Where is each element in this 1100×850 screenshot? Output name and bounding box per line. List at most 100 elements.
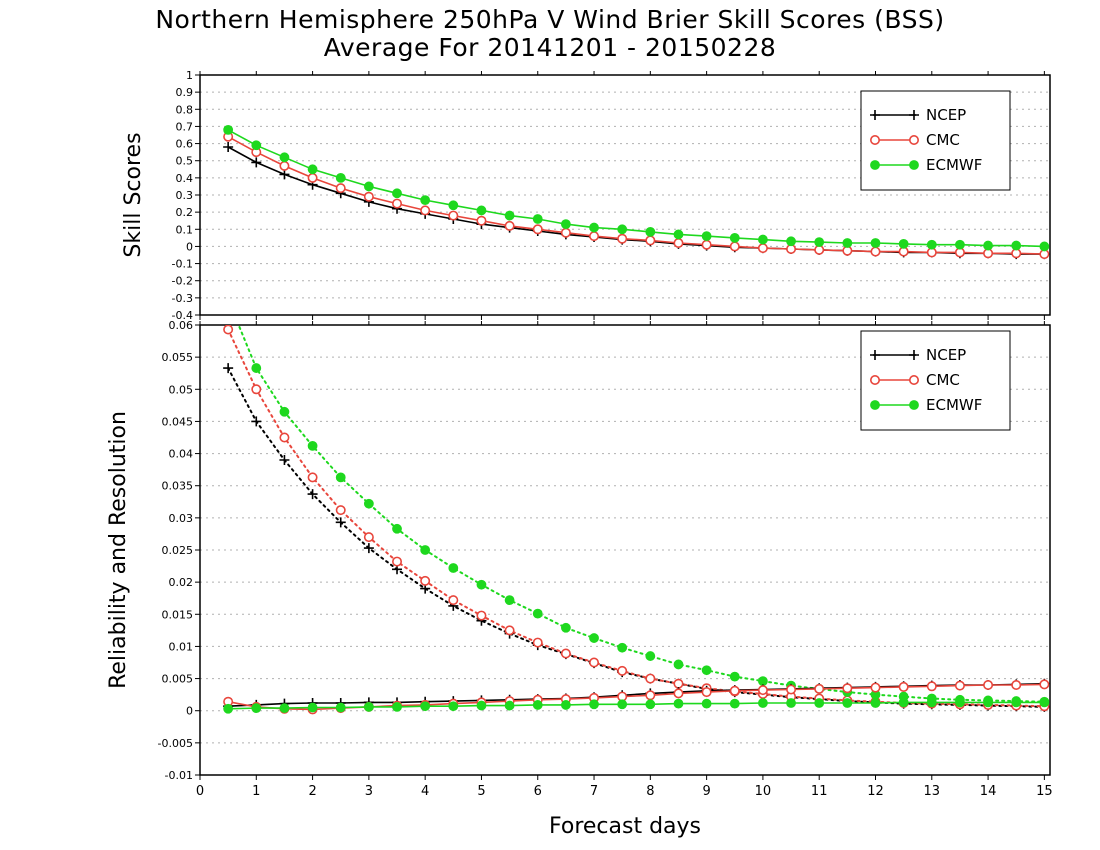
data-point-ecmwf [363,498,374,509]
data-point-cmc [335,505,346,516]
x-tick-label: 4 [421,784,429,799]
x-tick-label: 1 [252,784,260,799]
data-point-ecmwf [842,698,853,708]
data-point-ecmwf [476,579,487,590]
data-point-cmc [223,325,234,335]
data-point-ecmwf [758,676,768,687]
data-point-cmc [589,231,600,242]
chart-title-line2: Average For 20141201 - 20150228 [323,33,777,62]
x-axis-title: Forecast days [549,814,701,839]
data-point-ecmwf [673,659,684,670]
y-tick-label: 0.025 [162,544,194,557]
data-point-ncep [223,363,234,374]
y-tick-label: 0 [186,705,193,718]
y-tick-label: -0.005 [158,737,193,750]
data-point-cmc [560,648,571,659]
data-point-ecmwf [645,226,656,237]
legend-marker-ecmwf [909,160,919,170]
data-point-ecmwf [673,229,684,240]
data-point-cmc [589,657,600,668]
legend: NCEP CMC ECMWF [860,90,1011,191]
y-tick-label: 0.06 [169,319,194,332]
data-point-ecmwf [279,703,290,714]
data-point-ecmwf [589,222,599,233]
legend-marker-ecmwf [870,160,880,170]
data-point-ecmwf [814,237,825,248]
plot-frame [199,74,1051,316]
y-tick-label: 0.9 [176,86,194,99]
x-tick-label: 7 [590,784,598,799]
data-point-ncep [251,157,262,168]
data-point-ecmwf [729,671,740,682]
data-point-cmc [476,215,487,226]
series-layer [223,124,1050,260]
data-point-ecmwf [758,234,768,245]
data-point-cmc [757,243,768,254]
legend-marker-ncep [909,110,919,120]
data-point-ecmwf [1039,241,1050,252]
data-point-ecmwf [448,701,459,712]
data-point-ecmwf [983,697,993,708]
y-tick-label: 0.01 [169,640,194,653]
data-point-ecmwf [560,700,571,710]
data-point-ecmwf [898,238,909,249]
y-tick-label: 0.6 [176,138,194,151]
data-point-cmc [898,681,909,692]
data-point-cmc [842,683,853,694]
y-tick-label: -0.01 [165,769,193,782]
data-point-cmc [645,690,656,701]
data-point-ecmwf [532,608,543,619]
data-point-ncep [279,455,290,465]
legend-marker-ecmwf [870,400,880,410]
data-point-cmc [279,432,290,443]
y-tick-label: 0.03 [169,512,194,525]
data-point-ecmwf [1039,697,1050,708]
data-point-ecmwf [251,363,262,373]
data-point-ecmwf [786,698,796,708]
x-tick-label: 9 [702,784,710,799]
chart-title-line1: Northern Hemisphere 250hPa V Wind Brier … [155,5,945,34]
data-point-ecmwf [617,642,628,653]
data-point-cmc [729,685,740,696]
data-point-ecmwf [898,697,909,708]
data-point-ecmwf [392,188,402,199]
x-tick-label: 5 [477,784,485,799]
data-point-cmc [701,239,712,250]
y-tick-label: 0.04 [169,448,194,461]
y-tick-label: 0 [186,240,193,253]
x-tick-label: 15 [1036,784,1053,799]
data-point-ecmwf [307,702,318,713]
data-point-ecmwf [617,699,628,710]
y-tick-label: 0.005 [162,673,194,686]
data-point-cmc [335,183,346,194]
legend-label-cmc: CMC [926,371,960,389]
data-point-ecmwf [955,239,965,250]
data-point-cmc [504,220,515,231]
data-point-ecmwf [279,406,290,417]
y-tick-label: 0.5 [176,155,194,168]
y-tick-label: 0.035 [162,480,194,493]
x-tick-label: 11 [811,784,828,799]
data-point-ecmwf [504,700,515,711]
data-point-cmc [504,625,515,636]
y-tick-label: -0.2 [172,275,193,288]
y-tick-label: 0.05 [169,383,194,396]
data-point-cmc [673,238,684,249]
data-point-ncep [363,543,374,554]
data-point-cmc [617,665,628,676]
data-point-cmc [673,678,684,689]
data-point-ecmwf [729,698,740,709]
data-point-ecmwf [335,702,346,713]
data-point-ecmwf [504,595,515,606]
data-point-ecmwf [645,699,656,710]
data-point-ecmwf [307,440,318,451]
data-point-ecmwf [532,700,543,710]
series-line-cmc [227,683,1045,711]
data-point-ecmwf [392,523,402,534]
legend-marker-ecmwf [909,400,919,410]
top-panel: -0.4 -0.3 -0.2 -0.1 0 0.1 0.2 0.3 0.4 0.5 0.6 0.7 0.… [121,69,1051,322]
data-point-cmc [448,595,459,606]
data-point-ecmwf [335,472,346,483]
data-point-ecmwf [476,205,487,216]
